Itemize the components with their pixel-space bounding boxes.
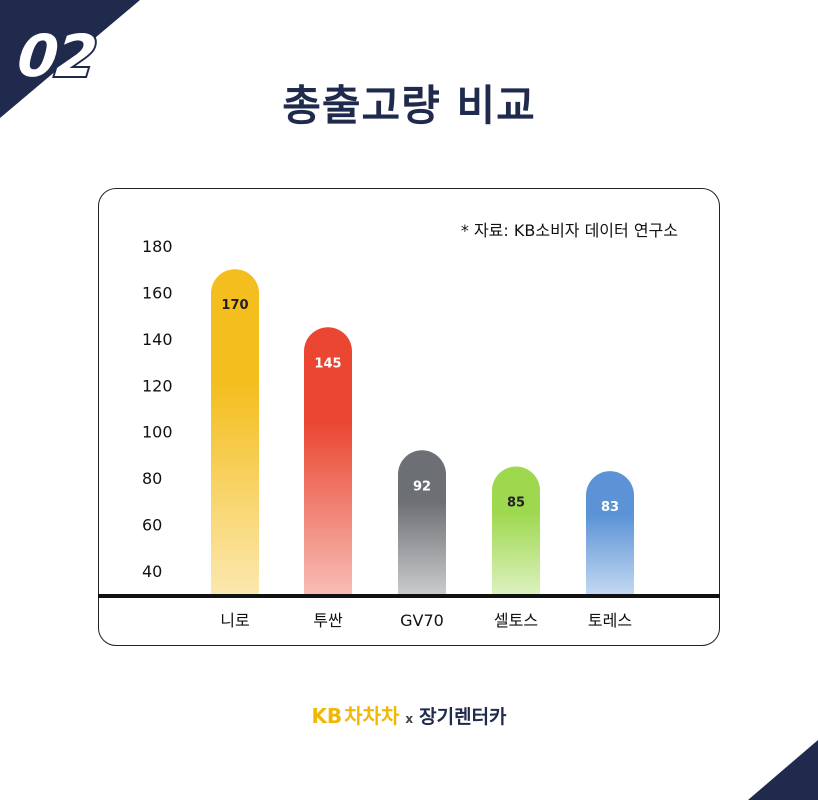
logo-partner: 장기렌터카 — [419, 706, 507, 728]
y-tick-label: 120 — [142, 376, 173, 395]
brand-logo: KB 차차차 x 장기렌터카 — [0, 700, 818, 729]
y-tick-label: 160 — [142, 283, 173, 302]
corner-decoration-top-left — [0, 0, 140, 118]
corner-decoration-bottom-right — [748, 740, 818, 800]
logo-x: x — [405, 712, 414, 726]
bar-value-label: 83 — [601, 500, 619, 515]
y-tick-label: 60 — [142, 516, 162, 535]
y-tick-label: 140 — [142, 330, 173, 349]
y-tick-label: 100 — [142, 423, 173, 442]
bar-value-label: 170 — [221, 298, 248, 313]
source-annotation: * 자료: KB소비자 데이터 연구소 — [461, 221, 678, 240]
bar-4 — [586, 471, 634, 596]
bar-value-label: 85 — [507, 496, 525, 511]
y-tick-label: 180 — [142, 237, 173, 256]
y-tick-label: 40 — [142, 562, 162, 581]
x-tick-label: 니로 — [220, 611, 249, 630]
bar-1 — [304, 327, 352, 596]
logo-chachacha: 차차차 — [344, 704, 400, 728]
x-tick-label: 셀토스 — [494, 611, 538, 630]
y-tick-label: 80 — [142, 469, 162, 488]
bar-3 — [492, 466, 540, 596]
bar-value-label: 92 — [413, 479, 431, 494]
bar-0 — [211, 269, 259, 596]
bar-value-label: 145 — [314, 356, 341, 371]
bar-2 — [398, 450, 446, 596]
bar-chart: * 자료: KB소비자 데이터 연구소 180 160 140 120 100 80 60 4… — [98, 221, 720, 630]
x-tick-label: 토레스 — [588, 611, 632, 630]
page-title: 총출고량 비교 — [282, 81, 536, 130]
x-tick-label: 투싼 — [313, 611, 343, 630]
logo-kb: KB — [311, 704, 343, 728]
x-tick-label: GV70 — [400, 611, 444, 630]
